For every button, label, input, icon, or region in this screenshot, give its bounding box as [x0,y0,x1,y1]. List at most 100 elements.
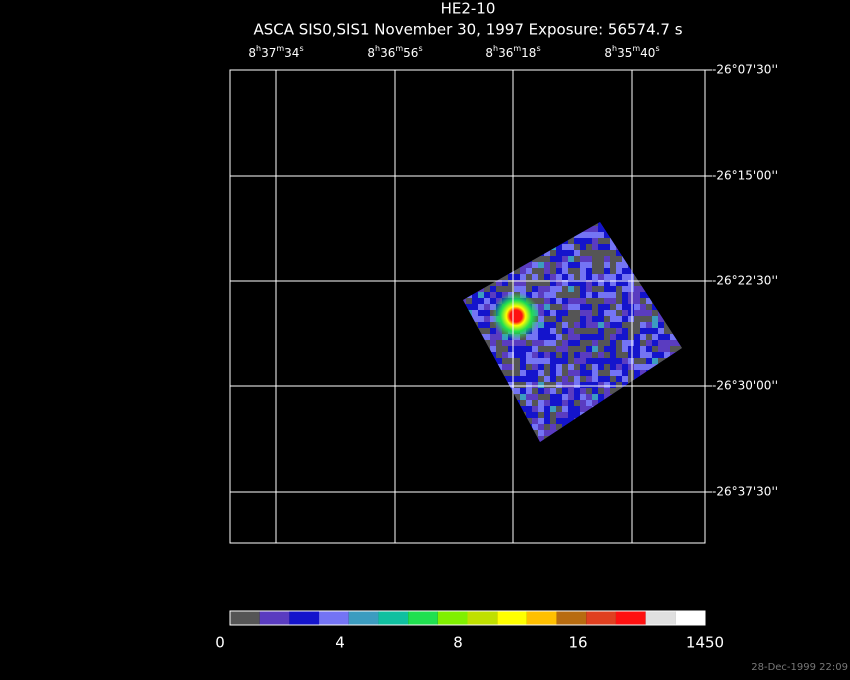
pixel [472,412,478,418]
pixel [538,394,544,400]
pixel [478,346,484,352]
pixel [466,430,472,436]
pixel [646,358,652,364]
pixel [472,310,478,316]
pixel [520,424,526,430]
pixel [598,250,604,256]
pixel [532,382,538,388]
pixel [586,394,592,400]
pixel [640,418,646,424]
pixel [484,394,490,400]
pixel [514,430,520,436]
pixel [580,352,586,358]
pixel [676,310,682,316]
pixel [658,256,664,262]
pixel [616,406,622,412]
pixel [490,322,496,328]
pixel [478,304,484,310]
pixel [472,238,478,244]
pixel [568,334,574,340]
pixel [502,364,508,370]
pixel [568,298,574,304]
pixel [658,424,664,430]
pixel [472,352,478,358]
pixel [463,322,466,328]
pixel [580,394,586,400]
pixel [634,222,640,226]
pixel [514,238,520,244]
pixel [610,262,616,268]
pixel [490,262,496,268]
pixel [556,352,562,358]
pixel [664,256,670,262]
pixel [490,430,496,436]
pixel [592,262,598,268]
pixel [628,268,634,274]
pixel [478,340,484,346]
pixel [670,286,676,292]
pixel [463,226,466,232]
pixel [496,358,502,364]
pixel [586,232,592,238]
pixel [484,406,490,412]
pixel [556,256,562,262]
pixel [646,382,652,388]
pixel [556,280,562,286]
pixel [664,226,670,232]
pixel [634,400,640,406]
pixel [556,274,562,280]
pixel [463,304,466,310]
pixel [610,376,616,382]
ra-unit: s [299,44,303,53]
pixel [568,352,574,358]
pixel [544,442,550,448]
pixel [472,382,478,388]
pixel [478,256,484,262]
pixel [634,430,640,436]
pixel [604,364,610,370]
pixel [652,222,658,226]
ra-unit: h [256,44,261,53]
pixel [652,268,658,274]
pixel [478,376,484,382]
pixel [490,274,496,280]
pixel [466,250,472,256]
pixel [586,280,592,286]
pixel [646,304,652,310]
pixel [544,382,550,388]
pixel [616,388,622,394]
pixel [544,364,550,370]
pixel [478,226,484,232]
pixel [502,376,508,382]
pixel [610,406,616,412]
ra-unit: h [612,44,617,53]
pixel [610,358,616,364]
pixel [574,346,580,352]
pixel [562,334,568,340]
pixel [496,364,502,370]
pixel [526,244,532,250]
pixel [622,430,628,436]
pixel [676,286,682,292]
pixel [664,376,670,382]
pixel [562,232,568,238]
pixel [682,286,688,292]
pixel [466,262,472,268]
pixel [622,262,628,268]
colorbar-label: 16 [568,634,587,652]
pixel [658,394,664,400]
pixel [466,238,472,244]
pixel [538,346,544,352]
pixel [652,442,658,448]
pixel [550,418,556,424]
pixel [610,250,616,256]
pixel [598,430,604,436]
pixel [550,298,556,304]
pixel [472,340,478,346]
pixel [622,442,628,448]
pixel [472,400,478,406]
pixel [508,364,514,370]
pixel [670,364,676,370]
pixel [592,232,598,238]
pixel [520,244,526,250]
